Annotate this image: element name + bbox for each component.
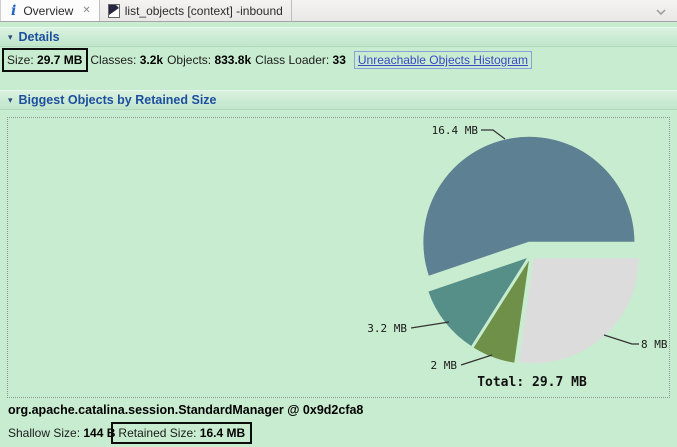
leader-line xyxy=(481,129,506,140)
tab-label: Overview xyxy=(23,3,74,18)
info-icon: i xyxy=(11,2,17,19)
pie-slice-8-mb[interactable] xyxy=(517,257,640,365)
details-section-title: Details xyxy=(18,30,60,44)
tab-list-objects[interactable]: list_objects [context] -inbound xyxy=(100,0,292,21)
biggest-objects-section-title: Biggest Objects by Retained Size xyxy=(18,93,217,107)
pie-total-label: Total: 29.7 MB xyxy=(477,375,587,390)
heap-size-value: 29.7 MB xyxy=(37,53,83,67)
tab-label: list_objects [context] -inbound xyxy=(124,3,283,18)
pie-slice-label: 16.4 MB xyxy=(432,124,479,137)
retained-size-stat-annotated: Retained Size: 16.4 MB xyxy=(111,422,253,444)
shallow-size-stat: Shallow Size: 144 B xyxy=(8,426,116,440)
class-loader-value: 33 xyxy=(332,53,346,67)
leader-line xyxy=(603,334,639,345)
close-icon[interactable]: ✕ xyxy=(82,5,91,16)
pie-slice-label: 2 MB xyxy=(431,359,458,372)
heap-size-stat-annotated: Size: 29.7 MB xyxy=(2,48,89,72)
unreachable-objects-histogram-link[interactable]: Unreachable Objects Histogram xyxy=(353,51,532,69)
collapse-triangle-icon[interactable]: ▾ xyxy=(8,94,13,105)
class-loader-stat: Class Loader: 33 xyxy=(255,53,346,67)
biggest-objects-section-header[interactable]: ▾ Biggest Objects by Retained Size xyxy=(0,90,677,110)
objects-stat: Objects: 833.8k xyxy=(167,53,252,67)
pie-slice-2-mb[interactable] xyxy=(472,258,531,364)
chevron-down-icon[interactable] xyxy=(653,5,669,19)
objects-value: 833.8k xyxy=(214,53,252,67)
pie-slice-label: 8 MB xyxy=(641,338,668,351)
classes-value: 3.2k xyxy=(139,53,164,67)
collapse-triangle-icon[interactable]: ▾ xyxy=(8,31,13,42)
shallow-size-value: 144 B xyxy=(83,426,116,440)
pie-slice-label: 3.2 MB xyxy=(367,322,407,335)
classes-stat: Classes: 3.2k xyxy=(90,53,164,67)
report-icon xyxy=(107,3,120,18)
selection-sizes-line: Shallow Size: 144 B Retained Size: 16.4 … xyxy=(8,421,253,445)
retained-size-value: 16.4 MB xyxy=(199,426,246,440)
selected-object-label: org.apache.catalina.session.StandardMana… xyxy=(8,403,364,417)
details-section-header[interactable]: ▾ Details xyxy=(0,27,677,47)
pie-slice-16.4-mb[interactable] xyxy=(422,135,636,277)
tab-bar: i Overview ✕ list_objects [context] -inb… xyxy=(0,0,677,22)
leader-line xyxy=(460,354,493,366)
leader-line xyxy=(410,321,450,329)
tab-overview[interactable]: i Overview ✕ xyxy=(0,0,100,21)
details-stats-line: Size: 29.7 MB Classes: 3.2k Objects: 833… xyxy=(2,47,532,73)
